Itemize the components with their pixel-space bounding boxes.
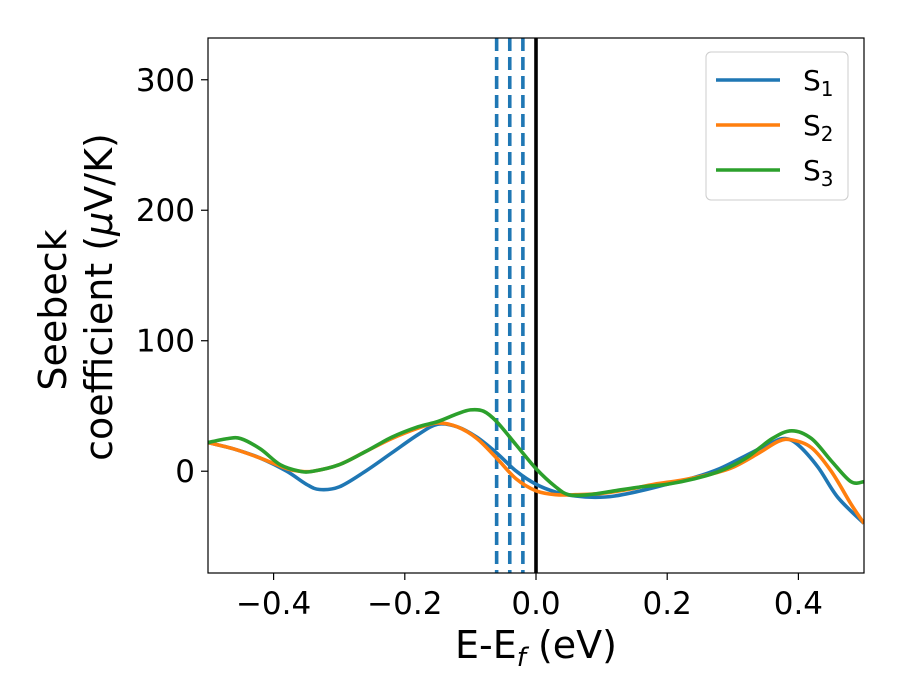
x-axis-ticks: −0.4 −0.2 0.0 0.2 0.4 (236, 573, 823, 622)
x-axis-label: E-Ef (eV) (455, 623, 617, 673)
x-tick-label: −0.4 (236, 586, 311, 622)
y-axis-label-line2: coefficient (μV/K) (77, 133, 121, 461)
x-axis-label-main: E-E (455, 623, 517, 667)
x-tick-label: 0.0 (511, 586, 560, 622)
plot-area (208, 38, 864, 573)
series-line-s1 (208, 421, 864, 525)
y-axis-ticks: 0 100 200 300 (136, 63, 208, 490)
y-tick-label: 100 (136, 324, 195, 360)
legend-label-s2: S2 (803, 109, 834, 146)
y-axis-label-text: coefficient ( (77, 236, 121, 461)
series-line-s3 (208, 407, 864, 498)
series-lines (208, 407, 864, 525)
y-axis-label-mu: μ (77, 212, 121, 237)
y-axis-label-unit: V/K) (77, 133, 121, 212)
x-tick-label: 0.4 (774, 586, 823, 622)
x-tick-label: −0.2 (367, 586, 442, 622)
legend: S1 S2 S3 (705, 51, 849, 201)
legend-label-s3: S3 (803, 154, 834, 191)
y-tick-label: 200 (136, 193, 195, 229)
x-axis-label-unit: (eV) (526, 623, 617, 667)
legend-label-s1: S1 (803, 64, 834, 101)
y-tick-label: 300 (136, 63, 195, 99)
x-tick-label: 0.2 (643, 586, 692, 622)
y-axis-label-line1: Seebeck (31, 229, 75, 390)
y-tick-label: 0 (175, 454, 195, 490)
reference-lines (494, 38, 538, 573)
